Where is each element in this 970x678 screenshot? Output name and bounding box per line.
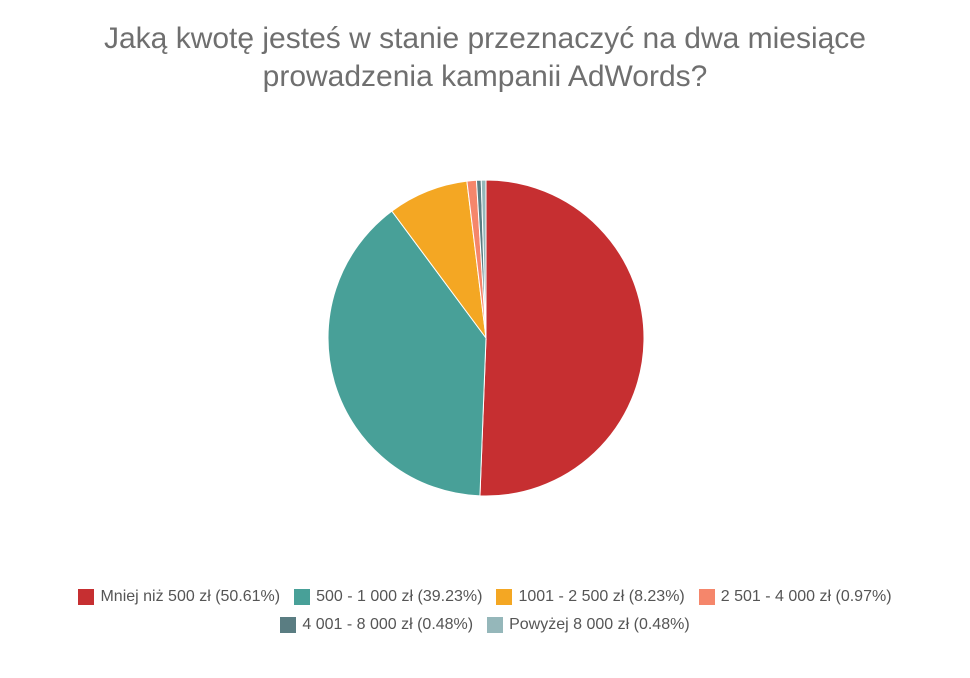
legend-item-1001-2500[interactable]: 1001 - 2 500 zł (8.23%)	[496, 588, 685, 606]
chart-title: Jaką kwotę jesteś w stanie przeznaczyć n…	[0, 20, 970, 96]
chart-legend: Mniej niż 500 zł (50.61%) 500 - 1 000 zł…	[0, 588, 970, 634]
legend-swatch	[280, 617, 297, 633]
chart-title-line-1: Jaką kwotę jesteś w stanie przeznaczyć n…	[103, 22, 866, 55]
legend-item-mniej-niz-500[interactable]: Mniej niż 500 zł (50.61%)	[78, 588, 280, 606]
legend-swatch	[78, 589, 95, 605]
legend-label: 1001 - 2 500 zł (8.23%)	[518, 588, 685, 605]
legend-swatch	[487, 617, 504, 633]
legend-label: 2 501 - 4 000 zł (0.97%)	[720, 588, 892, 605]
legend-item-powyzej-8000[interactable]: Powyżej 8 000 zł (0.48%)	[487, 616, 690, 634]
legend-row-2: 4 001 - 8 000 zł (0.48%) Powyżej 8 000 z…	[0, 616, 970, 634]
pie-slice-5[interactable]	[480, 179, 487, 339]
pie-chart	[327, 179, 645, 497]
pie-slice-1[interactable]	[327, 210, 487, 497]
legend-label: 500 - 1 000 zł (39.23%)	[316, 588, 483, 605]
legend-label: 4 001 - 8 000 zł (0.48%)	[302, 616, 474, 633]
legend-swatch	[698, 589, 715, 605]
legend-item-500-1000[interactable]: 500 - 1 000 zł (39.23%)	[294, 588, 482, 606]
legend-row-1: Mniej niż 500 zł (50.61%) 500 - 1 000 zł…	[0, 588, 970, 606]
chart-title-line-2: prowadzenia kampanii AdWords?	[262, 60, 708, 93]
legend-label: Mniej niż 500 zł (50.61%)	[100, 588, 281, 605]
legend-swatch	[496, 589, 513, 605]
legend-item-4001-8000[interactable]: 4 001 - 8 000 zł (0.48%)	[280, 616, 473, 634]
pie-slice-0[interactable]	[479, 179, 645, 497]
legend-label: Powyżej 8 000 zł (0.48%)	[509, 616, 690, 633]
legend-item-2501-4000[interactable]: 2 501 - 4 000 zł (0.97%)	[698, 588, 892, 606]
legend-swatch	[294, 589, 311, 605]
